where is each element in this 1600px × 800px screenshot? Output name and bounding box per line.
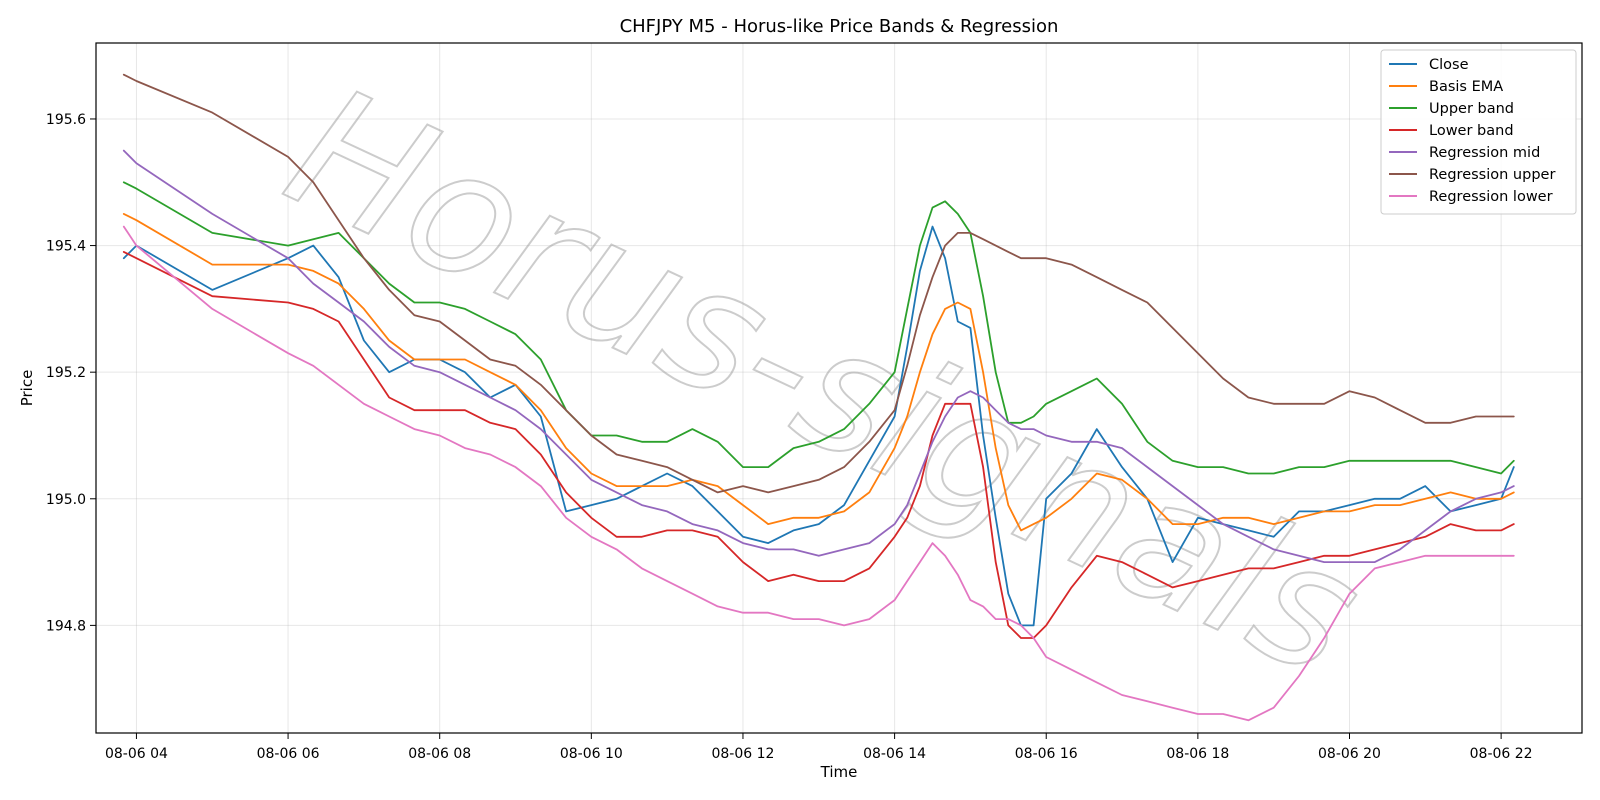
x-tick-label: 08-06 20 [1318,746,1381,762]
legend-entry: Regression mid [1429,145,1540,161]
y-tick-label: 195.4 [46,239,86,255]
x-tick-label: 08-06 12 [711,746,774,762]
y-axis-label: Price [18,370,36,407]
x-tick-label: 08-06 16 [1015,746,1078,762]
x-axis: 08-06 04 08-06 06 08-06 08 08-06 10 08-06 12… [105,733,1533,762]
series-line-basis-ema [122,212,1515,532]
grid [96,43,1582,733]
x-tick-label: 08-06 08 [408,746,471,762]
x-tick-label: 08-06 22 [1470,746,1533,762]
legend-entry: Close [1429,57,1469,73]
series-line-lower-band [122,250,1515,639]
legend-entry: Basis EMA [1429,79,1503,95]
x-tick-label: 08-06 06 [257,746,320,762]
x-tick-label: 08-06 04 [105,746,168,762]
y-tick-label: 194.8 [46,618,86,634]
legend-entry: Regression upper [1429,167,1555,183]
series-lines [122,73,1515,722]
x-tick-label: 08-06 10 [560,746,623,762]
x-tick-label: 08-06 18 [1166,746,1229,762]
chart-title: CHFJPY M5 - Horus-like Price Bands & Reg… [620,16,1059,37]
legend-entry: Upper band [1429,101,1514,117]
legend-entry: Regression lower [1429,189,1553,205]
series-line-close [122,225,1515,627]
y-tick-label: 195.2 [46,365,86,381]
series-line-upper-band [122,181,1515,475]
x-tick-label: 08-06 14 [863,746,926,762]
series-line-regression-lower [122,225,1515,722]
series-line-regression-upper [122,73,1515,494]
plot-frame [95,42,1583,734]
legend-box [1380,49,1577,215]
legend: Close Basis EMA Upper band Lower band Regres… [1380,49,1577,215]
legend-entry: Lower band [1429,123,1514,139]
y-tick-label: 195.0 [46,492,86,508]
y-axis: 194.8 195.0 195.2 195.4 195.6 [46,112,96,634]
x-axis-label: Time [820,763,858,781]
y-tick-label: 195.6 [46,112,86,128]
series-line-regression-mid [122,149,1515,563]
